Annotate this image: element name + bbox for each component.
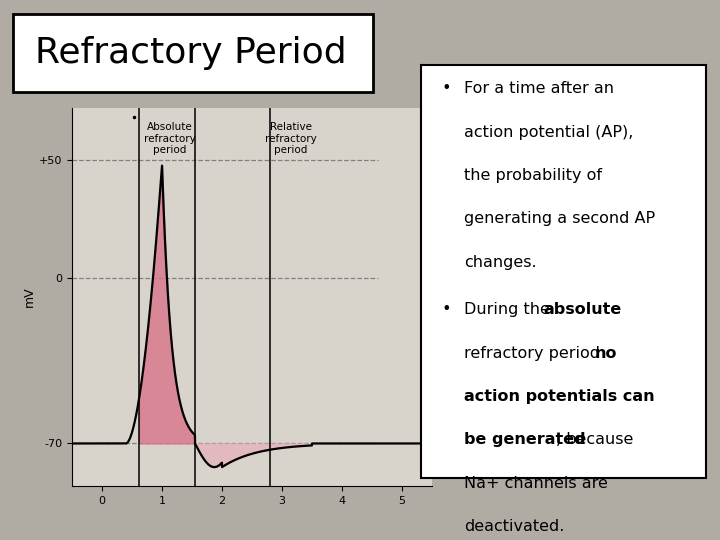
FancyBboxPatch shape: [13, 14, 373, 92]
Text: Absolute
refractory
period: Absolute refractory period: [144, 122, 196, 156]
Text: Relative
refractory
period: Relative refractory period: [265, 122, 317, 156]
Text: action potential (AP),: action potential (AP),: [464, 125, 633, 140]
Text: deactivated.: deactivated.: [464, 519, 564, 534]
FancyBboxPatch shape: [421, 65, 706, 478]
Y-axis label: mV: mV: [23, 287, 36, 307]
Text: absolute: absolute: [544, 302, 622, 318]
Text: For a time after an: For a time after an: [464, 82, 614, 96]
Text: changes.: changes.: [464, 255, 536, 270]
Text: the probability of: the probability of: [464, 168, 602, 183]
Text: no: no: [595, 346, 617, 361]
Text: •: •: [441, 302, 451, 318]
Text: be generated: be generated: [464, 433, 585, 448]
Text: refractory period: refractory period: [464, 346, 605, 361]
Text: generating a second AP: generating a second AP: [464, 212, 655, 226]
Text: Na+ channels are: Na+ channels are: [464, 476, 608, 491]
Text: Refractory Period: Refractory Period: [35, 36, 346, 70]
Text: action potentials can: action potentials can: [464, 389, 654, 404]
Text: •: •: [441, 82, 451, 96]
Text: , because: , because: [556, 433, 634, 448]
Text: During the: During the: [464, 302, 555, 318]
